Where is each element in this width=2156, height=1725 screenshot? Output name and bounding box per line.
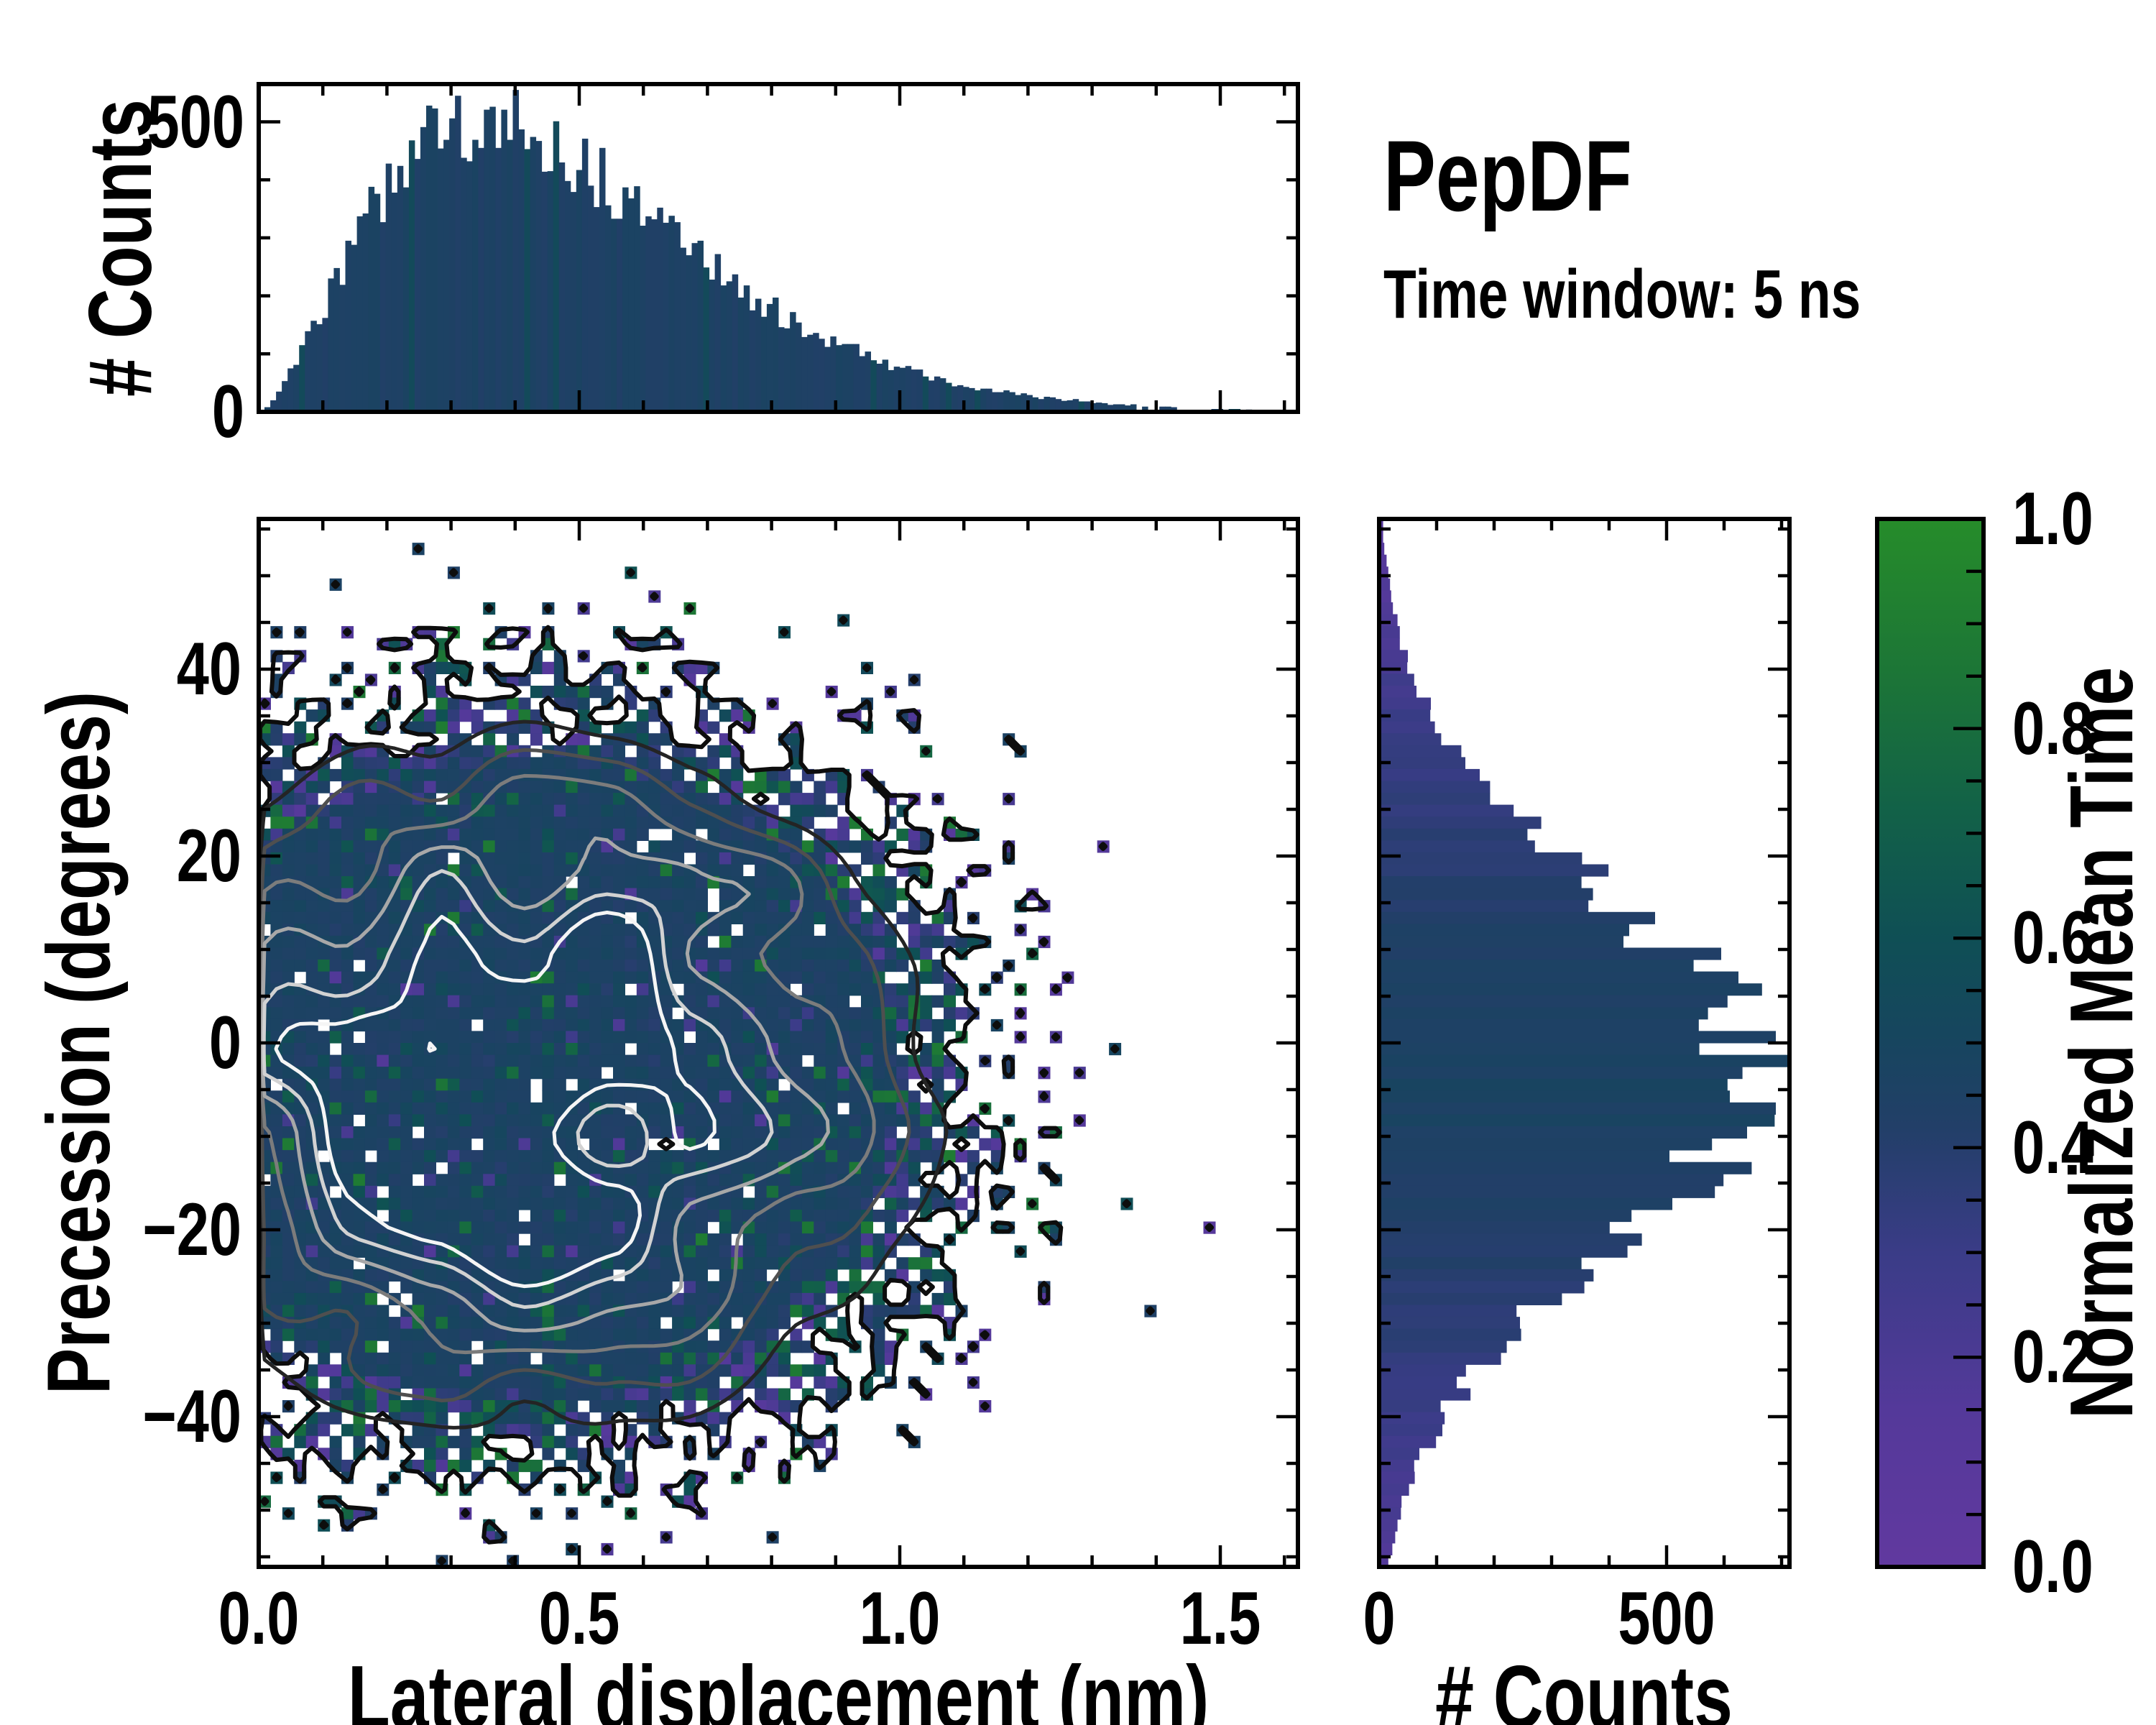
right-hist-spine — [1377, 517, 1792, 1569]
colorbar-tick-1.0: 1.0 — [2012, 482, 2116, 556]
right-hist-xtick-500-text: 500 — [1618, 1577, 1715, 1660]
main-ytick-40: 40 — [158, 632, 241, 707]
main-ytick-20-text: 20 — [176, 814, 241, 898]
figure-subtitle: Time window: 5 ns — [1383, 260, 1996, 329]
colorbar — [1875, 517, 1986, 1569]
colorbar-tick-0.0: 0.0 — [2012, 1530, 2116, 1604]
main-ytick--40: −40 — [115, 1379, 241, 1454]
main-ytick-40-text: 40 — [176, 627, 241, 711]
colorbar-tick-0.0-text: 0.0 — [2012, 1525, 2093, 1609]
figure-title-text: PepDF — [1383, 119, 1632, 232]
right-hist-xlabel-text: # Counts — [1435, 1648, 1733, 1725]
main-spine — [257, 517, 1300, 1569]
main-ytick-0-text: 0 — [208, 1001, 241, 1085]
colorbar-tick-0.2-text: 0.2 — [2012, 1315, 2093, 1399]
top-hist-ytick-500: 500 — [119, 85, 244, 160]
main-ytick--40-text: −40 — [142, 1375, 241, 1458]
main-xlabel-text: Lateral displacement (nm) — [347, 1648, 1210, 1725]
main-xtick-1-text: 1.0 — [859, 1577, 941, 1660]
colorbar-tick-0.4: 0.4 — [2012, 1110, 2116, 1185]
main-ytick-20: 20 — [158, 819, 241, 893]
right-hist-xtick-500: 500 — [1604, 1581, 1729, 1656]
colorbar-label-text: Normalized Mean Time — [2053, 666, 2152, 1420]
colorbar-tick-0.2: 0.2 — [2012, 1320, 2116, 1394]
colorbar-tick-0.6-text: 0.6 — [2012, 896, 2093, 980]
main-ytick--20-text: −20 — [142, 1188, 241, 1271]
top-hist-ytick-0: 0 — [203, 374, 244, 449]
main-xtick-0-text: 0.0 — [218, 1577, 300, 1660]
colorbar-tick-0.6: 0.6 — [2012, 901, 2116, 975]
top-histogram-bars — [259, 90, 1299, 413]
main-xlabel: Lateral displacement (nm) — [226, 1653, 1331, 1725]
top-hist-ytick-0-text: 0 — [211, 370, 244, 454]
colorbar-tick-0.8: 0.8 — [2012, 691, 2116, 766]
main-xtick-0.5: 0.5 — [528, 1581, 632, 1656]
right-hist-xtick-0-text: 0 — [1363, 1577, 1396, 1660]
right-histogram-bars — [1379, 519, 1788, 1568]
main-xtick-1.5: 1.5 — [1169, 1581, 1273, 1656]
main-xtick-0.5-text: 0.5 — [538, 1577, 620, 1660]
colorbar-tick-1.0-text: 1.0 — [2012, 477, 2093, 561]
top-hist-spine — [257, 82, 1300, 414]
main-ytick-0: 0 — [200, 1006, 241, 1080]
colorbar-tick-0.4-text: 0.4 — [2012, 1105, 2093, 1190]
main-ylabel: Precession (degrees) — [29, 592, 129, 1494]
main-xtick-1.5-text: 1.5 — [1179, 1577, 1261, 1660]
figure-subtitle-text: Time window: 5 ns — [1383, 256, 1861, 333]
top-hist-ytick-500-text: 500 — [147, 80, 244, 164]
main-xtick-1: 1.0 — [848, 1581, 952, 1656]
right-hist-xlabel: # Counts — [1393, 1653, 1774, 1725]
main-xtick-0: 0.0 — [207, 1581, 311, 1656]
main-ylabel-text: Precession (degrees) — [29, 691, 129, 1395]
colorbar-tick-0.8-text: 0.8 — [2012, 686, 2093, 770]
right-hist-xtick-0: 0 — [1358, 1581, 1400, 1656]
figure-title: PepDF — [1383, 126, 1702, 226]
main-ytick--20: −20 — [115, 1192, 241, 1267]
